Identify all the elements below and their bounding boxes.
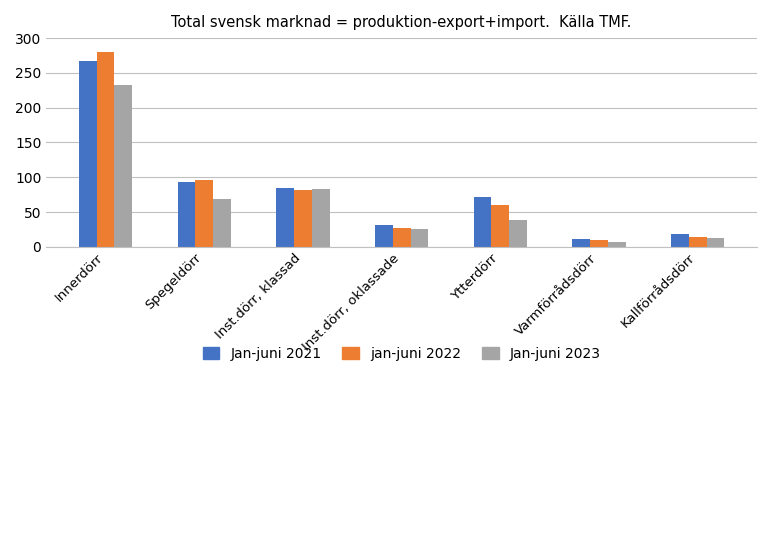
Bar (294, 190, 312, 247)
Bar (706, 238, 724, 247)
Bar (178, 182, 195, 247)
Bar (590, 240, 608, 247)
Bar (276, 187, 294, 247)
Bar (671, 234, 689, 247)
Bar (393, 228, 411, 247)
Bar (572, 239, 590, 247)
Bar (213, 200, 231, 247)
Legend: Jan-juni 2021, jan-juni 2022, Jan-juni 2023: Jan-juni 2021, jan-juni 2022, Jan-juni 2… (197, 341, 606, 367)
Bar (492, 205, 510, 247)
Title: Total svensk marknad = produktion-export+import.  Källa TMF.: Total svensk marknad = produktion-export… (171, 15, 631, 30)
Bar (608, 242, 626, 247)
Bar (689, 237, 706, 247)
Bar (411, 229, 428, 247)
Bar (114, 85, 132, 247)
Bar (375, 224, 393, 247)
Bar (510, 220, 527, 247)
Bar (195, 180, 213, 247)
Bar (474, 198, 492, 247)
Bar (96, 52, 114, 247)
Bar (79, 61, 96, 247)
Bar (312, 189, 330, 247)
